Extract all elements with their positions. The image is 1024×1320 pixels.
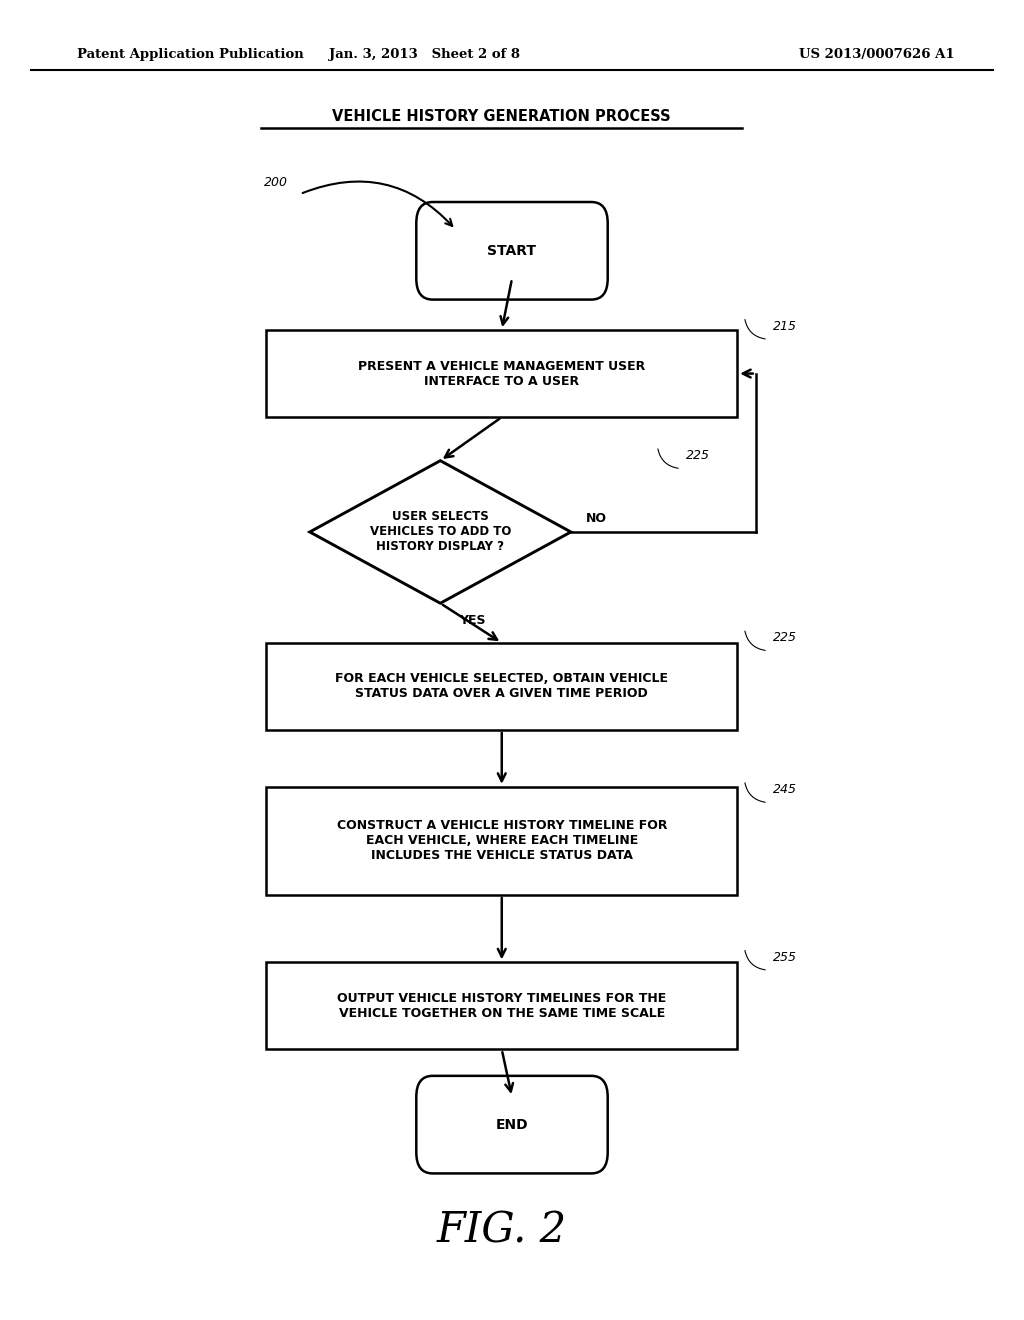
Text: YES: YES — [459, 614, 485, 627]
Text: END: END — [496, 1118, 528, 1131]
Text: 200: 200 — [264, 176, 288, 189]
Text: USER SELECTS
VEHICLES TO ADD TO
HISTORY DISPLAY ?: USER SELECTS VEHICLES TO ADD TO HISTORY … — [370, 511, 511, 553]
Text: Jan. 3, 2013   Sheet 2 of 8: Jan. 3, 2013 Sheet 2 of 8 — [330, 48, 520, 61]
Text: 245: 245 — [773, 783, 797, 796]
Text: PRESENT A VEHICLE MANAGEMENT USER
INTERFACE TO A USER: PRESENT A VEHICLE MANAGEMENT USER INTERF… — [358, 359, 645, 388]
Text: Patent Application Publication: Patent Application Publication — [77, 48, 303, 61]
Bar — [266, 962, 737, 1049]
Polygon shape — [309, 461, 571, 603]
Text: OUTPUT VEHICLE HISTORY TIMELINES FOR THE
VEHICLE TOGETHER ON THE SAME TIME SCALE: OUTPUT VEHICLE HISTORY TIMELINES FOR THE… — [337, 991, 667, 1020]
Text: 255: 255 — [773, 950, 797, 964]
Text: START: START — [487, 244, 537, 257]
Bar — [266, 787, 737, 895]
Text: CONSTRUCT A VEHICLE HISTORY TIMELINE FOR
EACH VEHICLE, WHERE EACH TIMELINE
INCLU: CONSTRUCT A VEHICLE HISTORY TIMELINE FOR… — [337, 820, 667, 862]
Text: FOR EACH VEHICLE SELECTED, OBTAIN VEHICLE
STATUS DATA OVER A GIVEN TIME PERIOD: FOR EACH VEHICLE SELECTED, OBTAIN VEHICL… — [335, 672, 669, 701]
Text: VEHICLE HISTORY GENERATION PROCESS: VEHICLE HISTORY GENERATION PROCESS — [333, 108, 671, 124]
Bar — [266, 643, 737, 730]
Text: FIG. 2: FIG. 2 — [436, 1209, 567, 1251]
Text: 225: 225 — [773, 631, 797, 644]
Text: NO: NO — [586, 512, 607, 525]
FancyBboxPatch shape — [417, 1076, 607, 1173]
Text: US 2013/0007626 A1: US 2013/0007626 A1 — [799, 48, 954, 61]
FancyBboxPatch shape — [417, 202, 607, 300]
Text: 215: 215 — [773, 319, 797, 333]
Bar — [266, 330, 737, 417]
Text: 225: 225 — [686, 449, 710, 462]
